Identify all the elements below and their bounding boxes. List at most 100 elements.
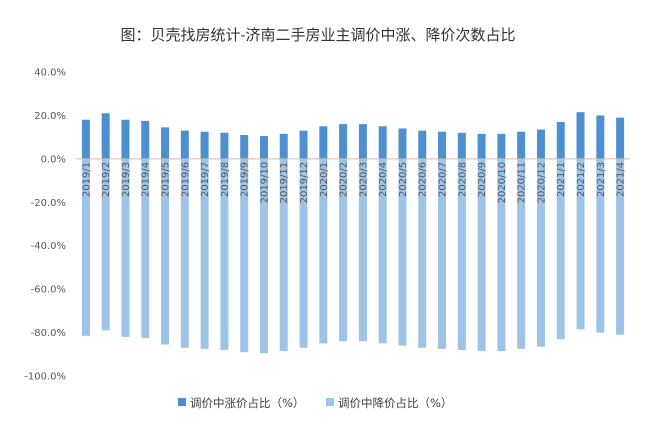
bar-fall <box>536 158 545 347</box>
bar-rise <box>457 132 466 159</box>
bar-fall <box>161 158 170 345</box>
bar-fall <box>259 158 268 354</box>
y-tick-label: 40.0% <box>34 68 66 79</box>
x-tick-label: 2019/8 <box>220 162 231 197</box>
x-tick-label: 2019/12 <box>299 162 310 204</box>
x-tick-label: 2019/4 <box>141 162 152 197</box>
bar-rise <box>259 136 268 159</box>
bar-fall <box>556 158 565 340</box>
bar-rise <box>556 121 565 159</box>
bar-fall <box>457 158 466 350</box>
bar-fall <box>200 158 209 349</box>
bar-rise <box>378 126 387 159</box>
bar-fall <box>339 158 348 342</box>
bar-rise <box>101 113 110 159</box>
bar-fall <box>81 158 90 336</box>
bar-rise <box>299 130 308 159</box>
bar-fall <box>279 158 288 352</box>
y-tick-label: -80.0% <box>31 328 66 339</box>
y-tick-label: 20.0% <box>34 111 66 122</box>
bar-fall <box>438 158 447 349</box>
bar-fall <box>299 158 308 348</box>
x-tick-label: 2020/4 <box>378 162 389 197</box>
y-tick-label: 0.0% <box>41 154 66 165</box>
x-tick-label: 2020/2 <box>339 162 350 197</box>
legend-swatch-fall <box>326 398 334 406</box>
y-tick-label: -40.0% <box>31 241 66 252</box>
x-tick-label: 2020/5 <box>398 162 409 197</box>
bar-fall <box>477 158 486 352</box>
bar-rise <box>477 133 486 159</box>
y-tick-label: -60.0% <box>31 285 66 296</box>
y-axis: 40.0% 20.0% 0.0% -20.0% -40.0% -60.0% -80.0% -1… <box>24 68 66 383</box>
bar-fall <box>180 158 189 348</box>
bar-rise <box>339 124 348 159</box>
bar-rise <box>616 117 625 159</box>
x-tick-label: 2019/5 <box>161 162 172 197</box>
bar-rise <box>497 133 506 159</box>
x-tick-label: 2020/8 <box>457 162 468 197</box>
bar-rise <box>81 119 90 159</box>
legend: 调价中涨价占比（%） 调价中降价占比（%） <box>178 396 452 410</box>
bar-fall <box>358 158 367 342</box>
bar-fall <box>616 158 625 335</box>
bar-rise <box>418 130 427 159</box>
bar-rise <box>279 133 288 159</box>
x-tick-label: 2021/2 <box>576 162 587 197</box>
bar-rise <box>121 119 130 159</box>
x-tick-label: 2020/10 <box>497 162 508 204</box>
x-tick-label: 2019/1 <box>81 162 92 197</box>
bar-rise <box>536 129 545 159</box>
bar-rise <box>200 131 209 159</box>
legend-swatch-rise <box>178 398 186 406</box>
bar-rise <box>438 131 447 159</box>
x-tick-label: 2021/3 <box>596 162 607 197</box>
bar-fall <box>121 158 130 337</box>
x-tick-label: 2019/3 <box>121 162 132 197</box>
legend-label-rise: 调价中涨价占比（%） <box>190 396 304 410</box>
x-tick-label: 2019/2 <box>101 162 112 197</box>
bar-fall <box>418 158 427 348</box>
x-axis: 2019/1 2019/2 2019/3 2019/4 2019/5 2019/6 2019… <box>81 162 626 204</box>
x-tick-label: 2019/7 <box>200 162 211 197</box>
x-tick-label: 2020/6 <box>418 162 429 197</box>
bar-fall <box>378 158 387 344</box>
bar-rise <box>596 115 605 159</box>
x-tick-label: 2020/7 <box>438 162 449 197</box>
bar-rise <box>576 112 585 159</box>
bar-fall <box>596 158 605 333</box>
bar-rise <box>141 120 150 159</box>
bar-fall <box>220 158 229 350</box>
x-tick-label: 2019/9 <box>240 162 251 197</box>
x-tick-label: 2020/11 <box>517 162 528 204</box>
bar-rise <box>240 134 249 159</box>
bar-rise <box>517 131 526 159</box>
bar-fall <box>517 158 526 349</box>
x-tick-label: 2019/10 <box>259 162 270 204</box>
bar-fall <box>398 158 407 346</box>
bar-fall <box>240 158 249 353</box>
bar-fall <box>319 158 328 344</box>
x-tick-label: 2021/4 <box>616 162 627 197</box>
bar-fall <box>497 158 506 352</box>
x-tick-label: 2021/1 <box>556 162 567 197</box>
x-tick-label: 2019/11 <box>279 162 290 204</box>
bar-fall <box>141 158 150 338</box>
chart-title: 图：贝壳找房统计-济南二手房业主调价中涨、降价次数占比 <box>120 26 515 44</box>
series-fall <box>81 158 625 354</box>
x-tick-label: 2020/9 <box>477 162 488 197</box>
x-tick-label: 2019/6 <box>180 162 191 197</box>
x-tick-label: 2020/3 <box>358 162 369 197</box>
bar-rise <box>358 124 367 159</box>
bar-rise <box>180 130 189 159</box>
bar-fall <box>101 158 110 331</box>
bar-fall <box>576 158 585 330</box>
y-tick-label: -20.0% <box>31 198 66 209</box>
bar-rise <box>398 128 407 159</box>
series-rise <box>81 112 625 159</box>
bar-rise <box>319 126 328 159</box>
bar-rise <box>161 127 170 159</box>
bar-rise <box>220 132 229 159</box>
x-tick-label: 2020/12 <box>536 162 547 204</box>
